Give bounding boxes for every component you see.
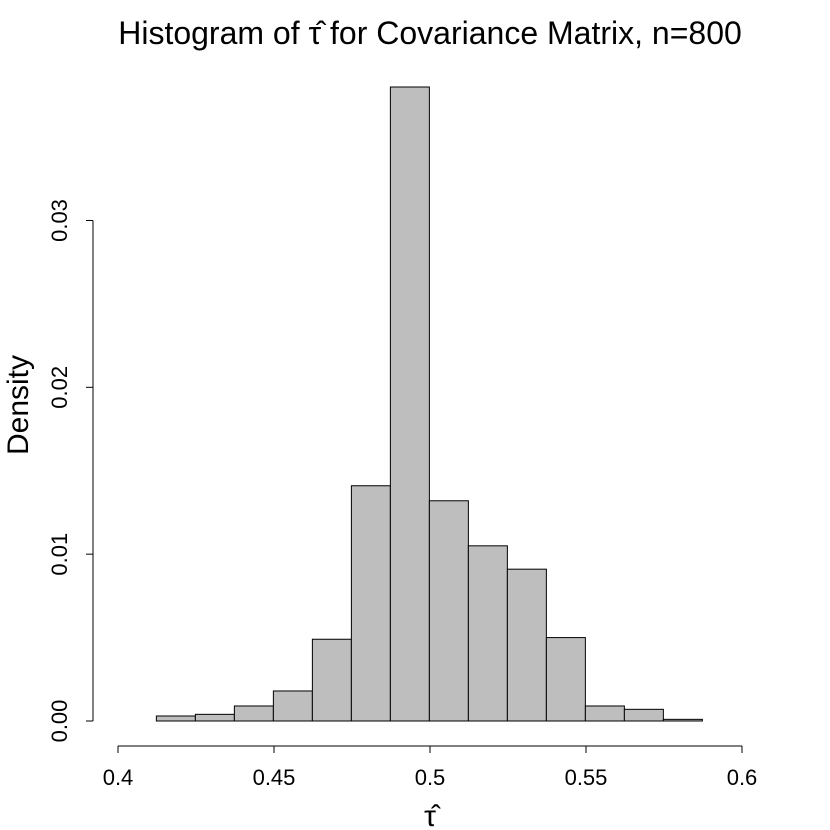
histogram-bar-4 [233, 705, 274, 722]
y-tick-label: 0.03 [47, 199, 72, 242]
chart-title-suffix: for Covariance Matrix, n=800 [330, 15, 742, 51]
x-tick-label: 0.55 [565, 765, 608, 790]
chart-title-symbol: τ̂ [309, 15, 328, 51]
x-axis-label: τ̂ [424, 800, 441, 830]
histogram-bar-13 [584, 705, 625, 722]
histogram-bar-3 [194, 713, 235, 722]
histogram-bar-11 [506, 568, 547, 722]
y-tick-label: 0.02 [47, 366, 72, 409]
histogram-bars [155, 86, 703, 722]
y-tick-label: 0.00 [47, 700, 72, 743]
chart-title-prefix: Histogram of [118, 15, 300, 51]
chart-title: Histogram of τ̂ for Covariance Matrix, n… [118, 15, 742, 51]
y-tick-label: 0.01 [47, 533, 72, 576]
histogram-bar-15 [662, 718, 703, 722]
histogram-bar-10 [467, 545, 508, 722]
histogram-bar-9 [428, 500, 469, 722]
histogram-bar-8 [389, 86, 430, 722]
x-tick-label: 0.45 [253, 765, 296, 790]
y-axis-label: Density [2, 355, 35, 455]
x-tick-label: 0.5 [415, 765, 446, 790]
histogram-bar-12 [545, 637, 586, 722]
histogram-bar-6 [311, 638, 352, 722]
histogram-bar-5 [272, 690, 313, 722]
histogram-bar-14 [623, 708, 664, 722]
y-axis-ticks: 0.00 0.01 0.02 0.03 [47, 199, 93, 742]
histogram-bar-7 [350, 485, 391, 722]
histogram-bar-2 [155, 715, 196, 722]
x-axis-ticks: 0.4 0.45 0.5 0.55 0.6 [103, 746, 758, 790]
x-tick-label: 0.4 [103, 765, 134, 790]
x-tick-label: 0.6 [727, 765, 758, 790]
